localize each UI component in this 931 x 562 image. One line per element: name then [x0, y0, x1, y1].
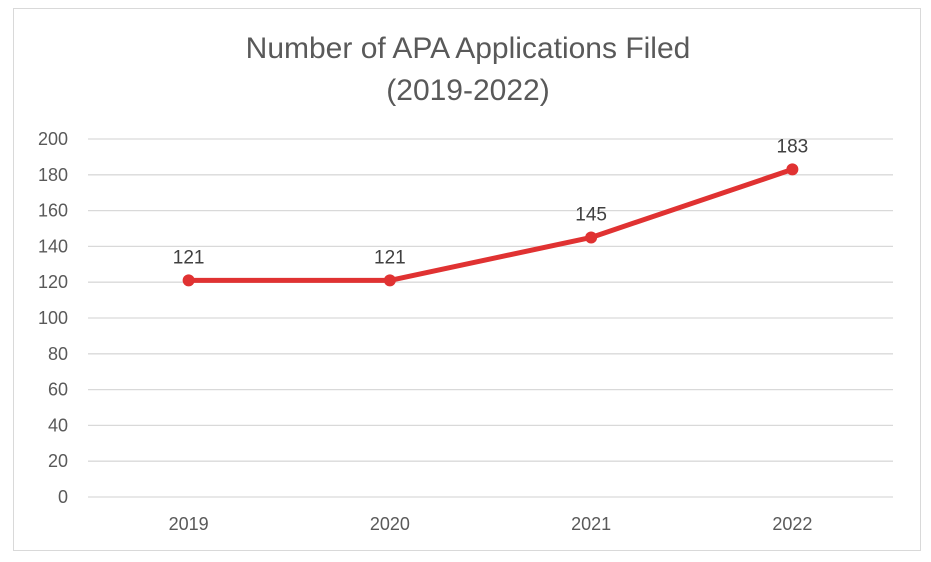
chart-frame [13, 8, 921, 551]
y-tick-label: 60 [48, 380, 68, 400]
y-tick-label: 120 [38, 272, 68, 292]
chart-title-line-1: Number of APA Applications Filed [246, 32, 691, 65]
data-point [786, 163, 799, 176]
y-tick-label: 160 [38, 201, 68, 221]
y-tick-label: 140 [38, 236, 68, 256]
y-tick-label: 20 [48, 451, 68, 471]
data-point [182, 274, 195, 287]
y-tick-label: 100 [38, 308, 68, 328]
chart-title-line-2: (2019-2022) [386, 74, 549, 107]
x-tick-label: 2020 [370, 514, 410, 534]
y-tick-label: 80 [48, 344, 68, 364]
data-point [383, 274, 396, 287]
x-tick-label: 2022 [772, 514, 812, 534]
x-tick-label: 2019 [169, 514, 209, 534]
y-tick-label: 200 [38, 129, 68, 149]
y-tick-label: 180 [38, 165, 68, 185]
y-tick-label: 40 [48, 415, 68, 435]
x-tick-label: 2021 [571, 514, 611, 534]
data-label: 145 [575, 204, 607, 225]
data-label: 121 [374, 247, 406, 268]
data-label: 183 [777, 136, 809, 157]
series-line [188, 167, 794, 283]
data-point [585, 231, 598, 244]
y-tick-label: 0 [58, 487, 68, 507]
data-label: 121 [173, 247, 205, 268]
